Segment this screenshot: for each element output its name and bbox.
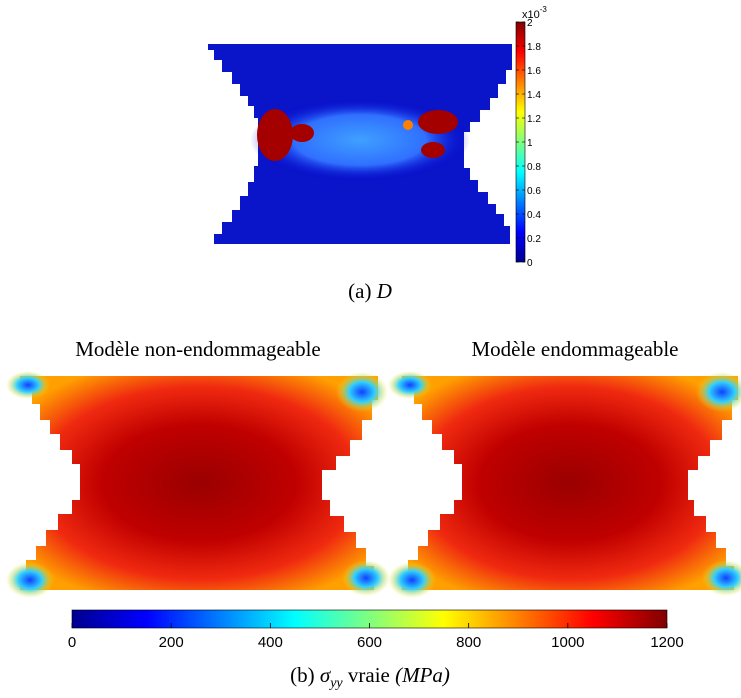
stress-map xyxy=(388,371,741,598)
tick-label: 1.4 xyxy=(527,90,541,101)
tick-label: 0.4 xyxy=(527,210,541,221)
multiplier: x10 xyxy=(522,9,540,21)
panel-title: Modèle endommageable xyxy=(471,337,678,361)
tick-label: 1200 xyxy=(650,634,683,651)
stress-map xyxy=(6,371,390,598)
caption-unit: (MPa) xyxy=(395,663,450,687)
tick-label: 0.6 xyxy=(527,186,541,197)
tick-label: 1000 xyxy=(551,634,584,651)
tick-label: 200 xyxy=(159,634,184,651)
caption-b: (b) σyy vraie (MPa) xyxy=(290,663,450,691)
exponent: -3 xyxy=(540,5,548,14)
tick-label: 0 xyxy=(68,634,76,651)
colorbar-multiplier: x10-3 xyxy=(522,5,547,21)
tick-label: 1.2 xyxy=(527,114,541,125)
tick-label: 2 xyxy=(527,18,533,29)
panel-title: Modèle non-endommageable xyxy=(75,337,321,361)
caption-label: (b) xyxy=(290,663,315,687)
tick-label: 0.8 xyxy=(527,162,541,173)
tick-label: 0 xyxy=(527,258,533,269)
tick-label: 400 xyxy=(258,634,283,651)
damage-map xyxy=(208,44,512,244)
caption-symbol: D xyxy=(376,279,392,303)
tick-label: 0.2 xyxy=(527,234,541,245)
tick-label: 600 xyxy=(357,634,382,651)
tick-label: 1 xyxy=(527,138,533,149)
tick-label: 800 xyxy=(456,634,481,651)
caption-text: vraie xyxy=(348,663,390,687)
caption-subscript: yy xyxy=(328,676,343,691)
caption-a: (a) D xyxy=(348,279,392,303)
tick-label: 1.8 xyxy=(527,42,541,53)
caption-symbol: σ xyxy=(320,663,332,687)
caption-label: (a) xyxy=(348,279,371,303)
tick-label: 1.6 xyxy=(527,66,541,77)
